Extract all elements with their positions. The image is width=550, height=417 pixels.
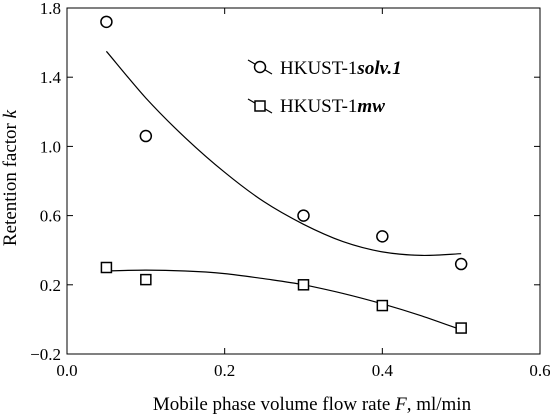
y-tick-label: −0.2 <box>30 345 61 364</box>
legend-label-solv-suffix: solv.1 <box>356 58 401 79</box>
x-tick-label: 0.0 <box>56 361 77 380</box>
x-tick-label: 0.2 <box>214 361 235 380</box>
data-markers <box>100 15 468 334</box>
y-axis-label: Retention factor k <box>0 109 21 246</box>
legend-label-solv-prefix: HKUST-1 <box>280 58 357 79</box>
plot-frame <box>66 7 541 355</box>
legend-circle-marker <box>253 60 267 74</box>
legend-label-mw-prefix: HKUST-1 <box>280 96 357 117</box>
y-tick-label: 1.0 <box>40 137 61 156</box>
legend-label-solv: HKUST-1solv.1 <box>280 58 402 79</box>
x-axis-label: Mobile phase volume flow rate F, ml/min <box>153 394 472 415</box>
data-point-square <box>140 273 152 286</box>
y-tick-label: 1.8 <box>40 0 61 18</box>
data-point-circle <box>139 129 153 143</box>
legend-label-mw: HKUST-1mw <box>280 96 385 117</box>
fit-curves <box>105 50 462 331</box>
y-axis: −0.2 0.2 0.6 1.0 1.4 1.8 <box>30 0 540 364</box>
legend-square-marker <box>254 100 266 112</box>
fit-curve-circle <box>105 50 462 257</box>
x-tick-label: 0.6 <box>529 361 550 380</box>
data-point-circle <box>376 230 389 243</box>
y-tick-label: 1.4 <box>40 68 62 87</box>
y-axis-label-main: Retention factor <box>0 118 21 246</box>
plot-area <box>66 7 541 355</box>
data-point-circle <box>454 257 468 271</box>
data-point-square <box>455 322 467 334</box>
y-tick-label: 0.6 <box>40 207 61 226</box>
data-point-square <box>376 299 389 312</box>
y-axis-label-var: k <box>0 109 21 118</box>
data-point-circle <box>100 15 113 29</box>
y-tick-label: 0.2 <box>40 276 61 295</box>
legend-label-mw-suffix: mw <box>357 96 385 117</box>
data-point-square <box>100 261 113 274</box>
legend: HKUST-1solv.1 HKUST-1mw <box>247 58 402 117</box>
x-axis-label-unit: , ml/min <box>407 394 472 415</box>
x-tick-label: 0.4 <box>372 361 394 380</box>
fit-curve-square <box>106 269 462 331</box>
data-point-square <box>297 279 310 291</box>
legend-item-mw: HKUST-1mw <box>247 96 385 117</box>
x-axis-label-var: F <box>394 394 407 415</box>
x-axis-label-main: Mobile phase volume flow rate <box>153 394 395 415</box>
data-point-circle <box>297 209 310 222</box>
x-axis: 0.0 0.2 0.4 0.6 <box>56 8 550 380</box>
legend-item-solv: HKUST-1solv.1 <box>247 58 402 79</box>
